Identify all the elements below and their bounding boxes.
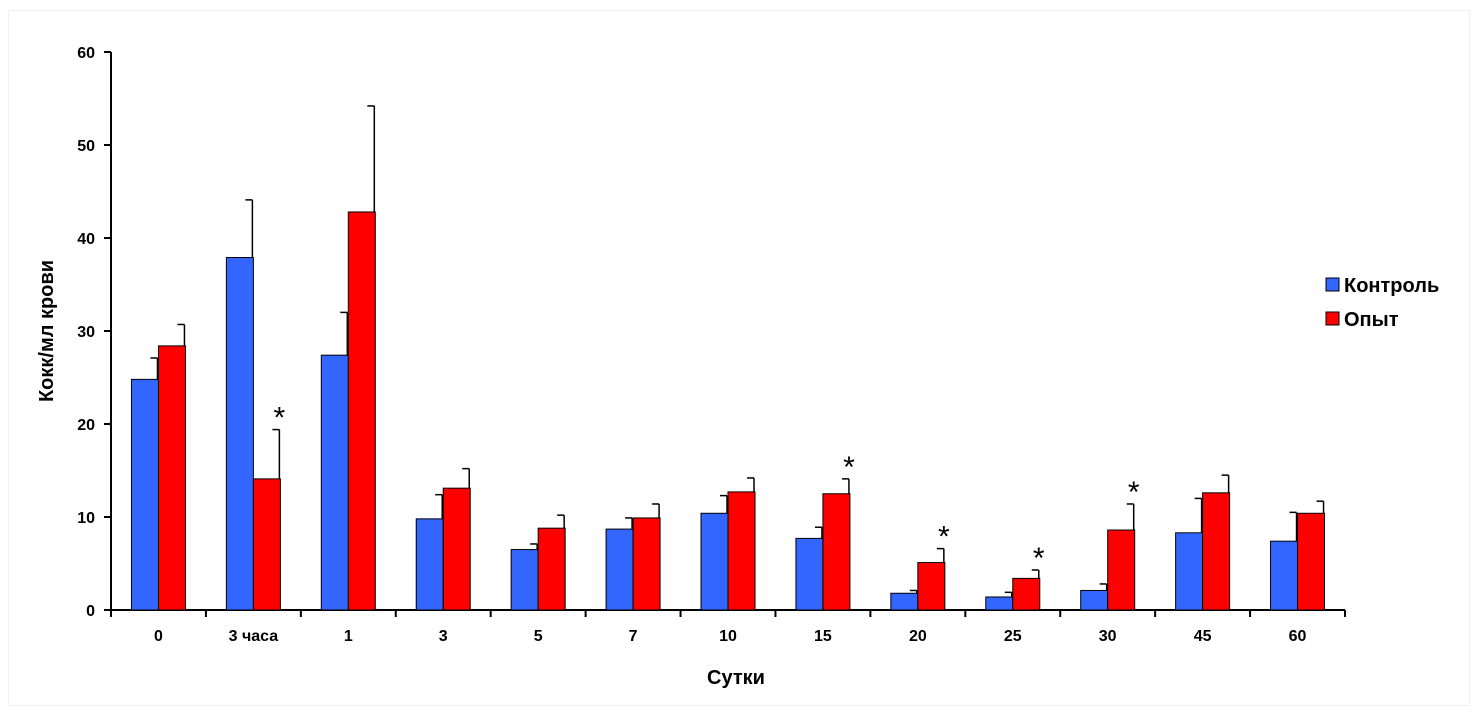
bar-experiment bbox=[1012, 577, 1041, 611]
bar-experiment bbox=[347, 211, 376, 611]
bar-experiment bbox=[252, 478, 281, 611]
y-tick-label: 10 bbox=[77, 510, 95, 527]
bar-experiment bbox=[537, 527, 566, 611]
legend-label-experiment: Опыт bbox=[1344, 309, 1399, 331]
legend: Контроль Опыт bbox=[1325, 275, 1439, 331]
x-tick-label: 5 bbox=[534, 628, 543, 645]
chart-frame bbox=[8, 10, 1470, 706]
x-tick-label: 7 bbox=[629, 628, 638, 645]
significance-star: * bbox=[938, 521, 950, 554]
bar-experiment bbox=[1107, 529, 1136, 611]
y-axis: 0 10 20 30 40 50 60 bbox=[77, 45, 112, 620]
y-tick-label: 20 bbox=[77, 417, 95, 434]
x-tick-label: 3 bbox=[439, 628, 448, 645]
bar-control bbox=[510, 549, 539, 611]
bar-experiment bbox=[917, 562, 946, 611]
bar-experiment bbox=[822, 493, 851, 611]
significance-star: * bbox=[843, 451, 855, 484]
error-bars bbox=[150, 105, 1325, 597]
bar-control bbox=[1175, 532, 1204, 611]
bar-experiment bbox=[632, 517, 661, 611]
bar-experiment bbox=[1202, 492, 1231, 611]
bar-control bbox=[700, 512, 729, 611]
significance-star: * bbox=[274, 402, 286, 435]
bars bbox=[130, 211, 1326, 611]
x-tick-label: 25 bbox=[1004, 628, 1022, 645]
bar-control bbox=[320, 354, 349, 611]
significance-star: * bbox=[1033, 542, 1045, 575]
bar-control bbox=[605, 528, 634, 611]
significance-star: * bbox=[1128, 476, 1140, 509]
bar-control bbox=[225, 257, 254, 611]
x-tick-label: 45 bbox=[1194, 628, 1212, 645]
y-axis-title: Кокк/мл крови bbox=[36, 260, 58, 402]
legend-label-control: Контроль bbox=[1344, 275, 1439, 297]
bar-control bbox=[890, 592, 919, 611]
y-tick-label: 60 bbox=[77, 45, 95, 62]
legend-swatch-experiment bbox=[1325, 311, 1340, 326]
bar-control bbox=[130, 378, 159, 611]
x-axis-title: Сутки bbox=[707, 667, 765, 689]
significance-marks: * * * * * bbox=[274, 402, 1140, 575]
bar-control bbox=[1080, 589, 1109, 611]
bar-experiment bbox=[157, 345, 186, 611]
bar-control bbox=[985, 596, 1014, 611]
y-tick-label: 0 bbox=[86, 603, 95, 620]
x-tick-label: 30 bbox=[1099, 628, 1117, 645]
legend-swatch-control bbox=[1325, 277, 1340, 292]
bar-control bbox=[415, 518, 444, 611]
x-tick-label: 20 bbox=[909, 628, 927, 645]
bar-control bbox=[795, 537, 824, 611]
bar-experiment bbox=[442, 487, 471, 611]
x-axis: 0 3 часа 1 3 5 7 10 15 20 25 30 45 60 bbox=[110, 609, 1346, 645]
x-tick-label: 60 bbox=[1289, 628, 1307, 645]
x-tick-label: 15 bbox=[814, 628, 832, 645]
y-tick-label: 30 bbox=[77, 324, 95, 341]
bar-control bbox=[1270, 540, 1299, 611]
bar-experiment bbox=[727, 491, 756, 611]
x-tick-label: 3 часа bbox=[229, 628, 279, 645]
bar-experiment bbox=[1297, 512, 1326, 611]
x-tick-label: 0 bbox=[154, 628, 163, 645]
x-tick-label: 10 bbox=[719, 628, 737, 645]
y-tick-label: 40 bbox=[77, 231, 95, 248]
y-tick-label: 50 bbox=[77, 138, 95, 155]
x-tick-label: 1 bbox=[344, 628, 353, 645]
